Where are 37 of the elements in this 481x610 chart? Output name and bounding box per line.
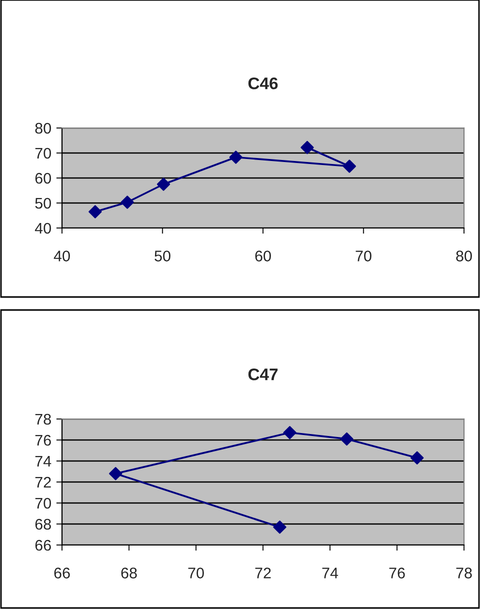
y-tick-label: 76 <box>35 434 51 446</box>
point <box>273 520 286 534</box>
y-tick-label: 70 <box>35 498 51 509</box>
x-tick-label: 40 <box>54 250 70 262</box>
y-tick-label: 50 <box>35 198 51 209</box>
y-tick-label: 70 <box>35 148 51 159</box>
x-tick-label: 72 <box>255 568 271 578</box>
x-tick-label: 74 <box>322 568 338 578</box>
x-tick-label: 78 <box>456 568 472 578</box>
x-tick-label: 50 <box>154 250 170 262</box>
y-tick-label: 66 <box>35 540 51 551</box>
point <box>88 205 102 218</box>
y-tick-label: 72 <box>35 476 51 488</box>
x-tick-label: 60 <box>255 250 271 262</box>
point <box>120 196 134 209</box>
x-tick-label: 70 <box>356 250 372 262</box>
point <box>340 432 354 446</box>
y-tick-label: 80 <box>35 122 51 134</box>
point <box>283 426 296 440</box>
point <box>156 178 170 191</box>
x-tick-label: 76 <box>389 568 405 578</box>
chart-title: C47 <box>248 368 278 380</box>
chart-title: C46 <box>248 77 278 90</box>
x-tick-label: 80 <box>456 250 472 262</box>
y-tick-label: 68 <box>35 518 51 530</box>
point <box>410 451 424 464</box>
x-tick-label: 68 <box>121 568 137 578</box>
point <box>229 150 242 164</box>
y-tick-label: 74 <box>35 456 52 467</box>
point <box>342 160 356 173</box>
x-tick-label: 66 <box>54 568 70 578</box>
y-tick-label: 78 <box>35 414 51 425</box>
y-tick-label: 40 <box>34 222 51 234</box>
y-tick-label: 60 <box>35 172 51 184</box>
point <box>109 467 122 480</box>
point <box>300 140 314 154</box>
x-tick-label: 70 <box>188 568 204 578</box>
